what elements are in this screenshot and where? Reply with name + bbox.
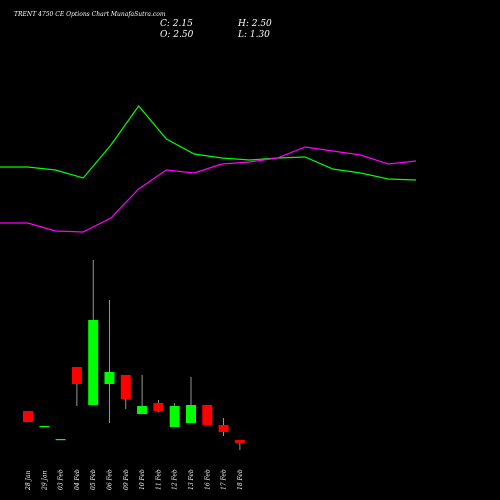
x-tick-label: 03 Feb: [58, 469, 65, 490]
candle-body: [218, 425, 229, 432]
x-tick-label: 12 Feb: [172, 469, 179, 490]
x-tick-label: 29 Jan: [41, 470, 48, 491]
candle-body: [169, 406, 180, 427]
candle-body: [104, 372, 115, 384]
open-label: O: 2.50: [160, 30, 194, 40]
x-tick-label: 28 Jan: [25, 470, 32, 491]
candle-body: [186, 405, 196, 423]
candle-body: [234, 440, 245, 443]
high-label: H: 2.50: [237, 19, 272, 29]
x-tick-label: 18 Feb: [237, 469, 244, 490]
x-tick-label: 11 Feb: [155, 469, 162, 490]
line-series: [0, 105, 417, 181]
x-tick-label: 09 Feb: [123, 469, 130, 490]
x-tick-label: 16 Feb: [204, 469, 211, 490]
candle-body: [137, 406, 148, 414]
candle-body: [55, 439, 66, 441]
low-label: L: 1.30: [237, 30, 270, 40]
candle-body: [23, 411, 33, 422]
candle-body: [71, 367, 82, 384]
candle-body: [153, 403, 164, 411]
x-tick-label: 13 Feb: [188, 469, 195, 490]
candle-body: [120, 375, 131, 399]
line-series: [0, 146, 417, 233]
x-tick-label: 05 Feb: [90, 469, 97, 490]
candle-body: [88, 320, 99, 405]
x-tick-label: 10 Feb: [139, 469, 146, 490]
x-tick-label: 06 Feb: [107, 469, 114, 490]
chart-title: TRENT 4750 CE Options Chart MunafaSutra.…: [14, 11, 166, 18]
candle-body: [39, 426, 50, 428]
x-tick-label: 17 Feb: [221, 469, 228, 490]
candle-body: [202, 405, 213, 425]
close-label: C: 2.15: [160, 19, 193, 29]
x-tick-label: 04 Feb: [74, 469, 81, 490]
